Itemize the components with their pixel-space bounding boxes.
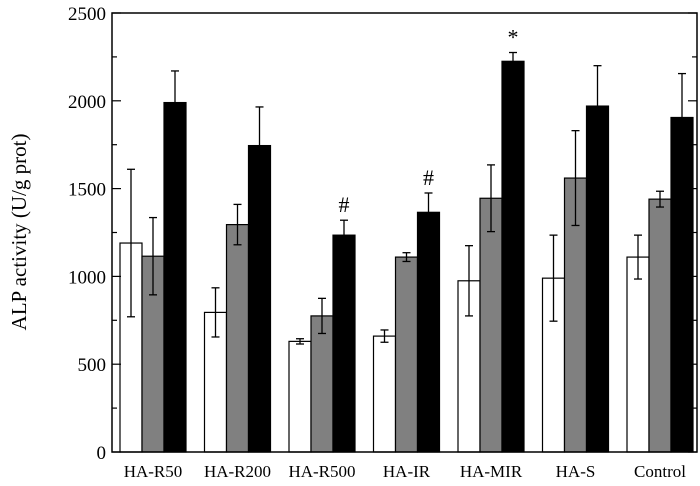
y-tick-label-1000: 1000 <box>68 267 106 288</box>
bar-ha-mir-series-3 <box>501 60 525 453</box>
error-bar-control-series-3 <box>678 72 686 163</box>
error-bar-ha-ir-series-3 <box>424 192 433 233</box>
error-bar-ha-mir-series-2 <box>487 164 495 233</box>
x-tick-label-ha-s: HA-S <box>556 462 596 481</box>
error-bar-ha-r500-series-1 <box>296 338 304 345</box>
bar-control-series-2 <box>648 198 672 453</box>
significance-marker-ha-r500: # <box>339 192 350 217</box>
y-axis-label: ALP activity (U/g prot) <box>7 134 31 331</box>
bar-ha-mir-series-2 <box>479 197 503 453</box>
error-bar-control-series-2 <box>656 190 664 208</box>
y-tick-label-2000: 2000 <box>68 92 106 113</box>
error-bar-ha-r500-series-3 <box>340 219 348 251</box>
error-bar-ha-r50-series-1 <box>127 168 135 318</box>
error-bar-ha-mir-series-1 <box>465 245 473 317</box>
y-tick-label-500: 500 <box>78 355 107 376</box>
error-bar-ha-s-series-1 <box>549 234 558 322</box>
x-tick-label-ha-r50: HA-R50 <box>124 462 183 481</box>
error-bar-ha-r200-series-1 <box>211 287 220 338</box>
labels-layer: HA-R50 HA-R200 HA-R500 HA-IR HA-MIR HA-S Contr… <box>68 4 686 481</box>
bar-ha-r500-series-3 <box>332 234 356 453</box>
bar-ha-ir-series-1 <box>372 335 397 453</box>
bar-ha-r200-series-3 <box>247 144 272 453</box>
bar-ha-r200-series-2 <box>225 223 250 453</box>
significance-marker-ha-mir: * <box>508 25 519 50</box>
bar-ha-s-series-3 <box>585 105 610 453</box>
error-bar-ha-r200-series-2 <box>233 203 242 246</box>
x-tick-label-ha-mir: HA-MIR <box>460 462 523 481</box>
bars-layer <box>119 60 694 453</box>
error-bar-ha-ir-series-2 <box>402 252 411 263</box>
y-tick-label-0: 0 <box>97 443 107 464</box>
y-tick-label-2500: 2500 <box>68 4 106 25</box>
bar-control-series-3 <box>670 116 694 453</box>
error-bars-layer <box>127 51 686 345</box>
bar-ha-ir-series-3 <box>416 211 441 453</box>
y-tick-label-1500: 1500 <box>68 180 106 201</box>
error-bar-ha-r50-series-2 <box>149 216 157 296</box>
bar-control-series-1 <box>626 256 650 453</box>
error-bar-ha-r50-series-3 <box>171 70 179 135</box>
bar-ha-r500-series-1 <box>288 340 312 453</box>
x-tick-label-ha-ir: HA-IR <box>383 462 431 481</box>
x-tick-label-control: Control <box>634 462 686 481</box>
bar-ha-r500-series-2 <box>310 315 334 453</box>
bar-ha-ir-series-2 <box>394 256 419 453</box>
error-bar-control-series-1 <box>634 234 642 280</box>
error-bar-ha-s-series-3 <box>593 65 602 148</box>
x-tick-label-ha-r500: HA-R500 <box>288 462 355 481</box>
error-bar-ha-mir-series-3 <box>509 51 517 71</box>
ticks-layer <box>112 12 697 453</box>
error-bar-ha-s-series-2 <box>571 130 580 227</box>
error-bar-ha-ir-series-1 <box>380 329 389 343</box>
significance-marker-ha-ir: # <box>423 165 434 190</box>
error-bar-ha-r200-series-3 <box>255 106 264 185</box>
error-bar-ha-r500-series-2 <box>318 297 326 335</box>
bar-ha-r50-series-3 <box>163 101 187 453</box>
x-tick-label-ha-r200: HA-R200 <box>204 462 271 481</box>
